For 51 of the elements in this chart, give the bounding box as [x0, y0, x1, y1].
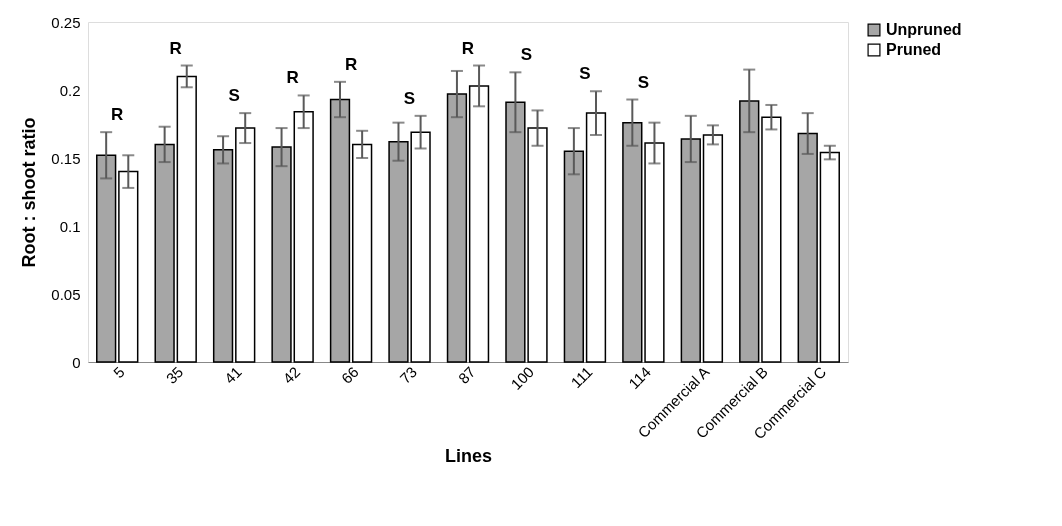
annotation: R — [344, 54, 358, 74]
x-tick-label: 66 — [337, 363, 362, 387]
bar — [293, 111, 314, 363]
bar — [271, 146, 292, 363]
y-tick-label: 0.05 — [51, 285, 81, 303]
x-tick-label: 87 — [454, 363, 479, 387]
y-axis-title: Root : shoot ratio — [19, 117, 40, 268]
bar — [739, 100, 760, 363]
x-tick-label: 35 — [162, 363, 187, 387]
annotation: R — [286, 68, 299, 88]
bar — [585, 112, 607, 363]
legend-label: Unpruned — [886, 21, 962, 38]
bar — [154, 143, 175, 363]
bar — [761, 116, 782, 363]
x-tick-label: 41 — [220, 363, 245, 387]
x-tick-label: 111 — [567, 363, 596, 392]
bar — [644, 142, 665, 363]
legend-label: Pruned — [886, 41, 942, 58]
bar — [680, 138, 701, 363]
bar — [702, 134, 724, 363]
x-tick-label: 42 — [279, 363, 304, 387]
bar — [118, 170, 139, 363]
y-tick-label: 0.15 — [51, 149, 81, 167]
bar — [468, 85, 490, 363]
bar — [563, 150, 585, 363]
annotation: R — [169, 38, 182, 58]
bar — [329, 98, 351, 363]
bar — [622, 121, 643, 363]
y-tick-label: 0.25 — [51, 13, 81, 31]
annotation: S — [637, 72, 650, 92]
x-tick-label: 100 — [507, 363, 538, 393]
annotation: S — [579, 64, 591, 84]
bar — [797, 132, 818, 363]
x-tick-label: 73 — [396, 363, 421, 387]
y-tick-label: 0 — [72, 353, 81, 371]
bar — [351, 143, 373, 363]
annotation: S — [228, 86, 240, 106]
annotation: R — [461, 38, 475, 58]
x-axis-title: Lines — [444, 446, 493, 467]
y-tick-label: 0.1 — [59, 217, 81, 235]
bar — [96, 154, 117, 363]
y-tick-label: 0.2 — [59, 81, 81, 99]
bar — [819, 151, 840, 363]
annotation: S — [403, 88, 416, 108]
bar — [446, 93, 468, 363]
bar — [235, 127, 256, 363]
annotation: R — [111, 105, 124, 125]
bar — [212, 149, 234, 363]
bar — [176, 75, 197, 363]
x-tick-label: 5 — [109, 363, 128, 382]
annotation: S — [520, 45, 533, 65]
